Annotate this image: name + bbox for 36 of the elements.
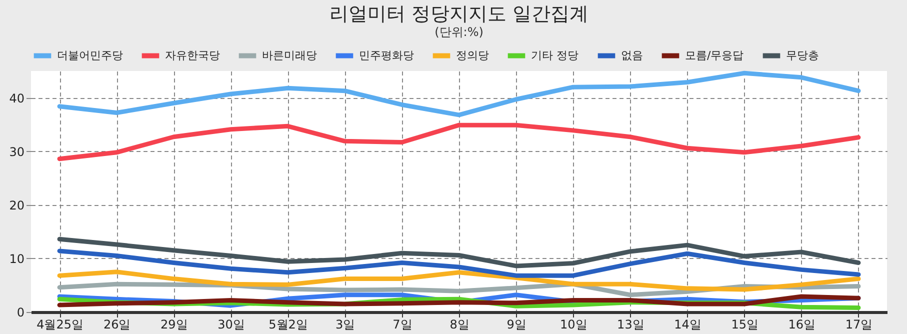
legend-label: 정의당 — [456, 48, 489, 62]
legend-label: 더불어민주당 — [57, 48, 123, 62]
x-tick-label: 3일 — [336, 318, 356, 332]
x-tick-label: 9일 — [506, 318, 526, 332]
y-tick-label: 30 — [9, 144, 24, 159]
y-tick-label: 10 — [9, 252, 24, 266]
x-tick-label: 13일 — [617, 318, 644, 332]
x-tick-label: 26일 — [103, 318, 131, 332]
x-tick-label: 4월25일 — [36, 318, 84, 332]
legend-label: 무당층 — [786, 48, 819, 62]
x-tick-label: 29일 — [160, 318, 188, 332]
x-tick-label: 14일 — [674, 318, 702, 332]
legend-label: 자유한국당 — [165, 48, 220, 62]
x-tick-label: 30일 — [218, 318, 245, 332]
y-tick-label: 20 — [9, 198, 24, 212]
x-tick-label: 10일 — [560, 318, 588, 332]
line-series — [57, 70, 861, 118]
legend-label: 기타 정당 — [531, 48, 578, 62]
legend-label: 민주평화당 — [359, 48, 414, 62]
line-series — [57, 248, 861, 278]
line-series — [57, 270, 861, 292]
legend-label: 모름/무응답 — [685, 48, 744, 62]
line-series — [57, 236, 861, 268]
y-tick-label: 40 — [9, 91, 24, 106]
y-tick-label: 0 — [16, 306, 24, 320]
x-tick-label: 8일 — [450, 318, 470, 332]
legend-label: 바른미래당 — [262, 48, 317, 62]
line-series — [57, 122, 861, 162]
x-tick-label: 7일 — [392, 318, 412, 332]
chart-subtitle: (단위:%) — [434, 25, 484, 39]
x-tick-label: 16일 — [788, 318, 816, 332]
x-tick-label: 5월2일 — [268, 318, 308, 332]
x-tick-label: 17일 — [845, 318, 873, 332]
legend-label: 없음 — [621, 48, 643, 62]
x-tick-label: 15일 — [731, 318, 758, 332]
chart-title: 리얼미터 정당지지도 일간집계 — [329, 3, 589, 25]
